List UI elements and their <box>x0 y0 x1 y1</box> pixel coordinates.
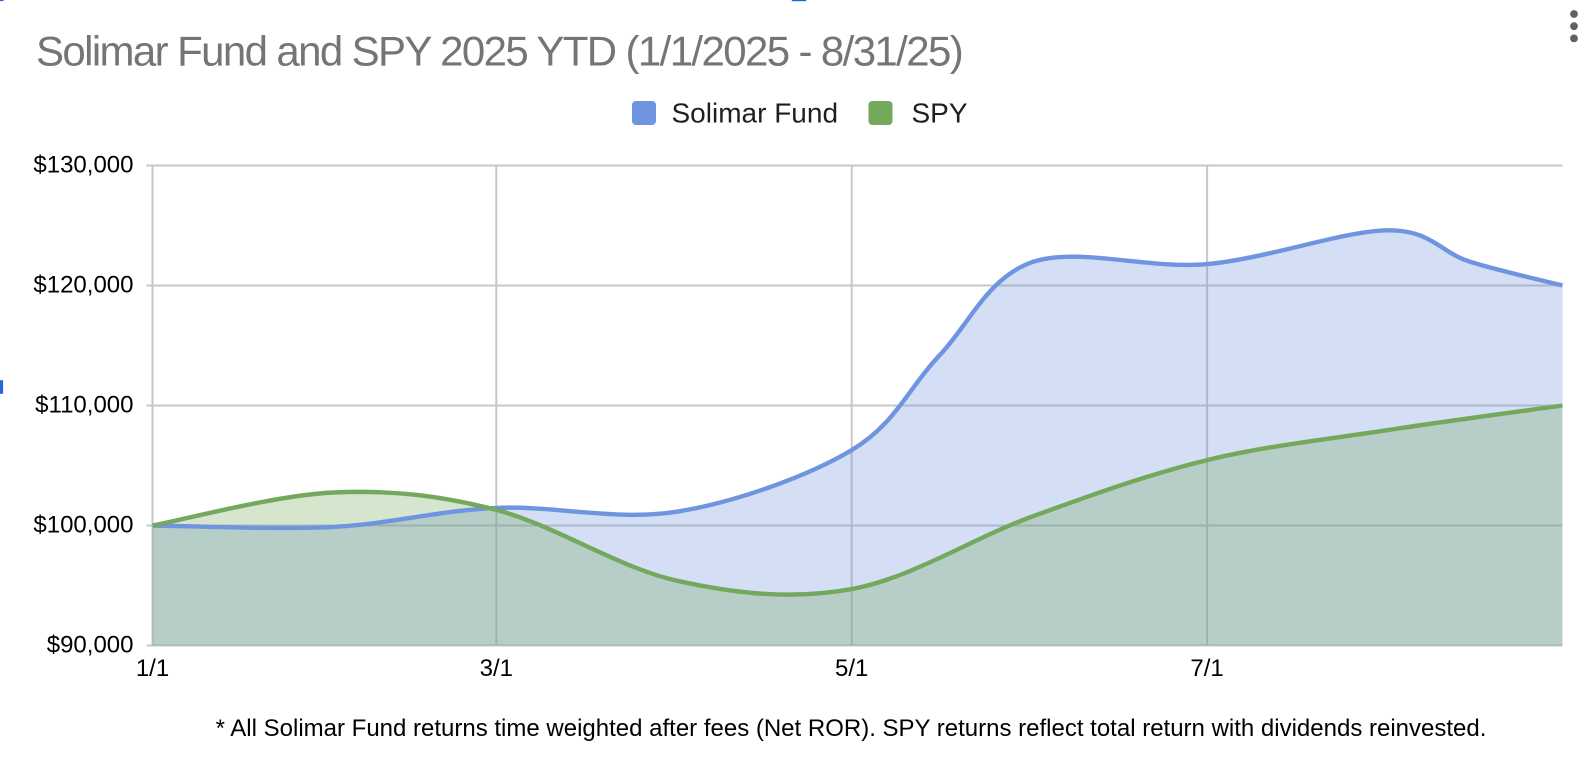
svg-text:7/1: 7/1 <box>1190 655 1223 682</box>
svg-text:Solimar Fund and SPY 2025 YTD: Solimar Fund and SPY 2025 YTD (1/1/2025 … <box>36 28 962 75</box>
svg-text:$130,000: $130,000 <box>33 152 133 179</box>
svg-text:$120,000: $120,000 <box>33 272 133 299</box>
svg-text:1/1: 1/1 <box>136 655 169 682</box>
svg-text:SPY: SPY <box>912 98 968 129</box>
svg-text:$100,000: $100,000 <box>33 512 133 539</box>
svg-text:$90,000: $90,000 <box>47 632 134 659</box>
svg-text:* All Solimar Fund returns tim: * All Solimar Fund returns time weighted… <box>216 715 1487 742</box>
svg-text:3/1: 3/1 <box>480 655 513 682</box>
svg-text:5/1: 5/1 <box>835 655 868 682</box>
svg-text:$110,000: $110,000 <box>35 392 133 419</box>
svg-text:Solimar Fund: Solimar Fund <box>672 98 839 129</box>
